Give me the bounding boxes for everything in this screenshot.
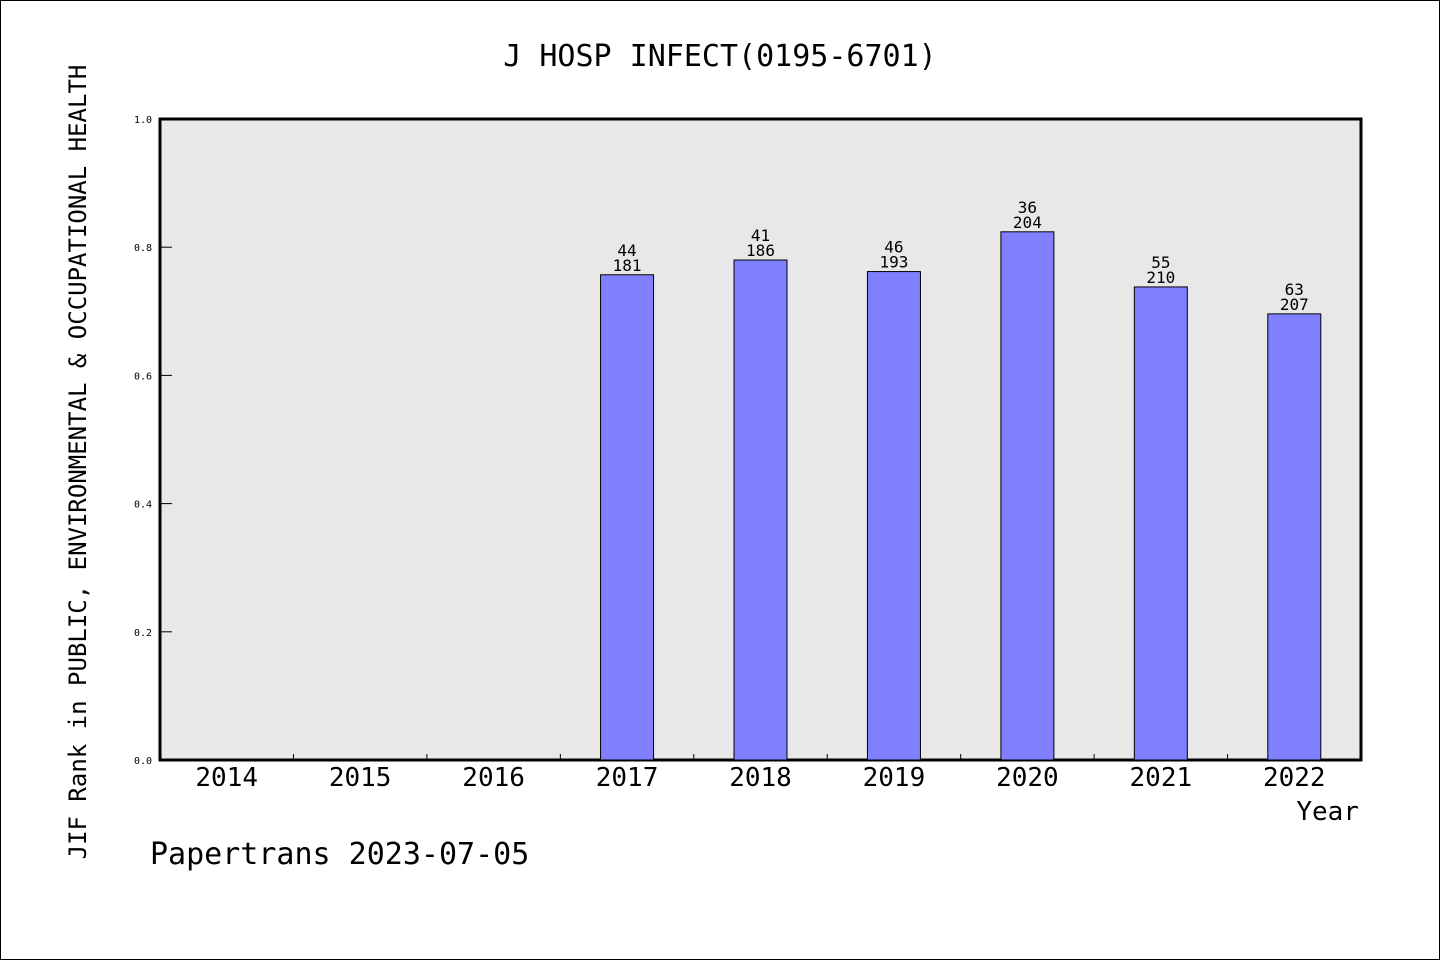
bar-rank-label: 44 xyxy=(617,241,636,260)
y-tick-label: 0.0 xyxy=(134,756,152,767)
x-tick-label: 2014 xyxy=(195,763,258,793)
x-tick-label: 2015 xyxy=(329,763,392,793)
y-tick-label: 0.8 xyxy=(134,243,152,254)
x-tick-label: 2017 xyxy=(596,763,659,793)
y-tick-label: 1.0 xyxy=(134,115,152,126)
bar-2017 xyxy=(600,274,655,761)
bar-total-label: 186 xyxy=(746,241,775,260)
y-tick-label: 0.4 xyxy=(134,500,152,511)
bar-2022 xyxy=(1267,313,1322,761)
bar-total-label: 210 xyxy=(1146,268,1175,287)
x-tick-label: 2021 xyxy=(1130,763,1193,793)
bar-rank-label: 36 xyxy=(1018,198,1037,217)
bar-total-label: 193 xyxy=(879,253,908,272)
x-axis-label: Year xyxy=(1296,797,1359,827)
x-tick-label: 2016 xyxy=(462,763,525,793)
bar-2021 xyxy=(1133,286,1188,761)
x-tick-label: 2018 xyxy=(729,763,792,793)
bar-2020 xyxy=(1000,231,1055,761)
y-tick-label: 0.6 xyxy=(134,371,152,382)
bar-total-label: 207 xyxy=(1280,295,1309,314)
bar-rank-label: 46 xyxy=(884,238,903,257)
x-tick-label: 2022 xyxy=(1263,763,1326,793)
bar-2019 xyxy=(866,271,921,761)
y-axis-ticks: 0.0 0.2 0.4 0.6 0.8 1.0 xyxy=(134,115,172,767)
y-axis-label: JIF Rank in PUBLIC, ENVIRONMENTAL & OCCU… xyxy=(64,65,92,860)
bar-rank-label: 55 xyxy=(1151,253,1170,272)
bar-2018 xyxy=(733,259,788,761)
footer-credit: Papertrans 2023-07-05 xyxy=(150,837,529,872)
x-axis-ticks: 2014 2015 2016 2017 2018 2019 2020 2021 2022 xyxy=(195,754,1326,793)
x-tick-label: 2019 xyxy=(863,763,926,793)
chart-title: J HOSP INFECT(0195-6701) xyxy=(503,39,936,74)
bar-total-label: 181 xyxy=(613,256,642,275)
y-tick-label: 0.2 xyxy=(134,628,152,639)
bar-total-label: 204 xyxy=(1013,213,1042,232)
x-tick-label: 2020 xyxy=(996,763,1059,793)
bar-rank-label: 41 xyxy=(751,226,770,245)
bar-rank-label: 63 xyxy=(1285,280,1304,299)
